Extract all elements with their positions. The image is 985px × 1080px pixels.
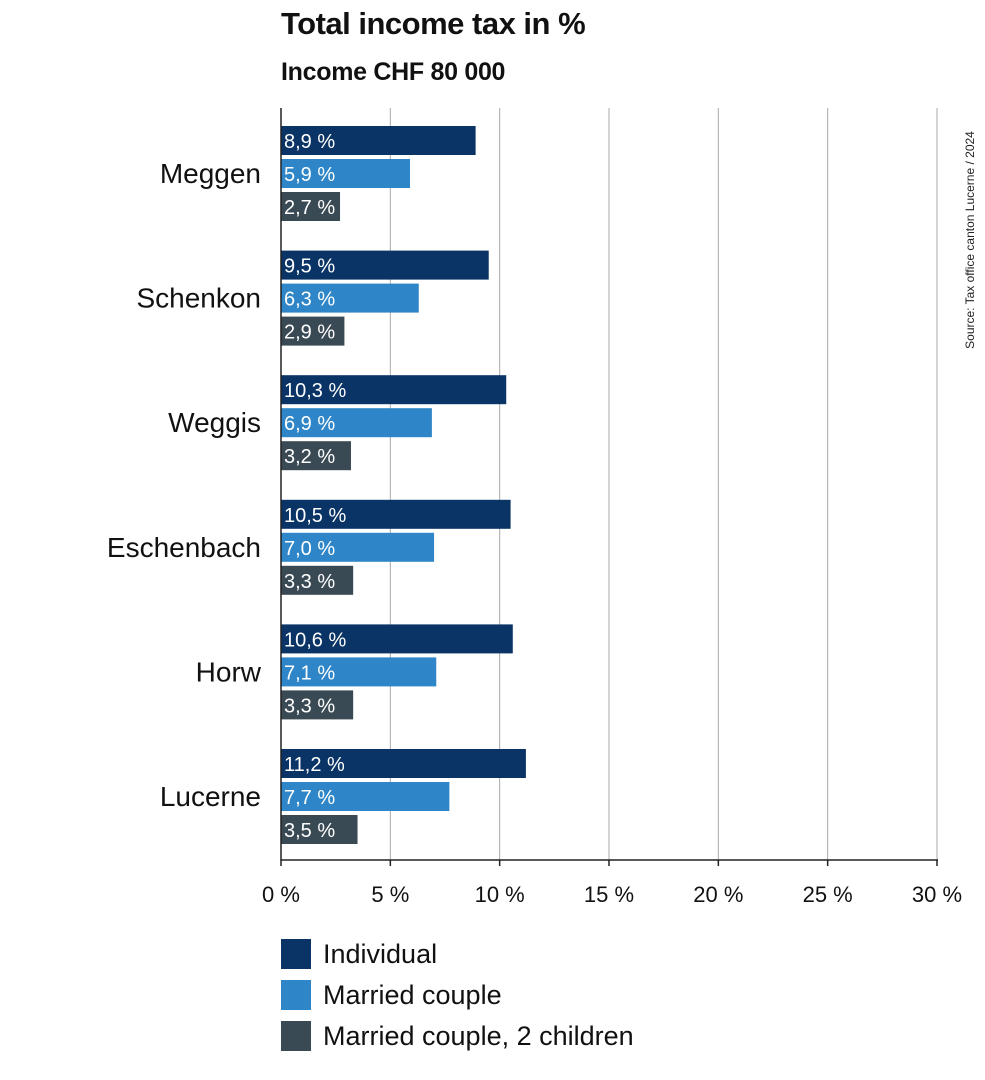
bars: 8,9 % 5,9 % 2,7 % 9,5 % 6,3 % 2,9 % 10,3 % 6,9 … xyxy=(281,126,526,844)
data-label: 3,3 % xyxy=(284,571,335,593)
data-label: 3,3 % xyxy=(284,695,335,717)
data-label: 9,5 % xyxy=(284,256,335,278)
bar xyxy=(281,192,341,221)
chart-subtitle: Income CHF 80 000 xyxy=(281,58,506,86)
data-label: 7,1 % xyxy=(284,662,335,684)
legend: Individual Married couple Married couple, … xyxy=(281,938,634,1061)
bar xyxy=(281,624,513,654)
category-label: Schenkon xyxy=(136,283,261,314)
category-label: Horw xyxy=(196,656,262,687)
legend-item: Individual xyxy=(281,938,634,970)
bar xyxy=(281,657,437,687)
bar xyxy=(281,690,354,720)
data-label: 10,5 % xyxy=(284,505,346,527)
data-label: 6,3 % xyxy=(284,289,335,311)
data-label: 6,9 % xyxy=(284,413,335,435)
bar xyxy=(281,532,435,562)
data-label: 7,0 % xyxy=(284,538,335,560)
data-label: 2,9 % xyxy=(284,322,335,344)
x-tick-label: 30 % xyxy=(912,882,962,907)
bar xyxy=(281,250,489,280)
data-label: 3,2 % xyxy=(284,446,335,468)
legend-label: Married couple, 2 children xyxy=(323,1020,634,1051)
bar xyxy=(281,499,511,529)
bar xyxy=(281,815,358,844)
bar xyxy=(281,375,507,405)
data-label: 2,7 % xyxy=(284,197,335,219)
legend-label: Individual xyxy=(323,938,438,969)
x-tick-label: 0 % xyxy=(262,882,300,907)
legend-swatch xyxy=(281,980,311,1010)
chart-plot: 8,9 % 5,9 % 2,7 % 9,5 % 6,3 % 2,9 % 10,3 % 6,9 … xyxy=(107,108,962,907)
bar xyxy=(281,749,526,778)
data-label: 8,9 % xyxy=(284,131,335,153)
legend-label: Married couple xyxy=(323,979,502,1010)
bar xyxy=(281,316,345,346)
bar xyxy=(281,782,450,811)
bar xyxy=(281,126,476,155)
legend-item: Married couple, 2 children xyxy=(281,1020,634,1052)
legend-item: Married couple xyxy=(281,979,634,1011)
category-label: Lucerne xyxy=(160,781,261,812)
bar xyxy=(281,283,419,313)
grid-lines xyxy=(389,108,938,860)
category-label: Eschenbach xyxy=(107,532,261,563)
x-tick-label: 10 % xyxy=(475,882,525,907)
legend-swatch xyxy=(281,1021,311,1051)
bar xyxy=(281,441,351,471)
data-label: 10,3 % xyxy=(284,380,346,402)
x-tick-label: 15 % xyxy=(584,882,634,907)
x-tick-label: 20 % xyxy=(693,882,743,907)
category-label: Weggis xyxy=(168,407,261,438)
source-note: Source: Tax office canton Lucerne / 2024 xyxy=(963,131,977,349)
axes: 0 % 5 % 10 % 15 % 20 % 25 % 30 % Meggen Schenkon… xyxy=(107,108,962,907)
legend-swatch xyxy=(281,939,311,969)
data-label: 7,7 % xyxy=(284,787,335,809)
category-label: Meggen xyxy=(160,158,261,189)
x-tick-label: 5 % xyxy=(371,882,409,907)
bar xyxy=(281,408,432,438)
data-label: 3,5 % xyxy=(284,820,335,842)
data-label: 5,9 % xyxy=(284,164,335,186)
bar xyxy=(281,565,354,595)
chart-title: Total income tax in % xyxy=(281,6,586,41)
x-tick-label: 25 % xyxy=(803,882,853,907)
bar xyxy=(281,159,411,188)
data-label: 11,2 % xyxy=(284,754,345,776)
data-label: 10,6 % xyxy=(284,629,346,651)
